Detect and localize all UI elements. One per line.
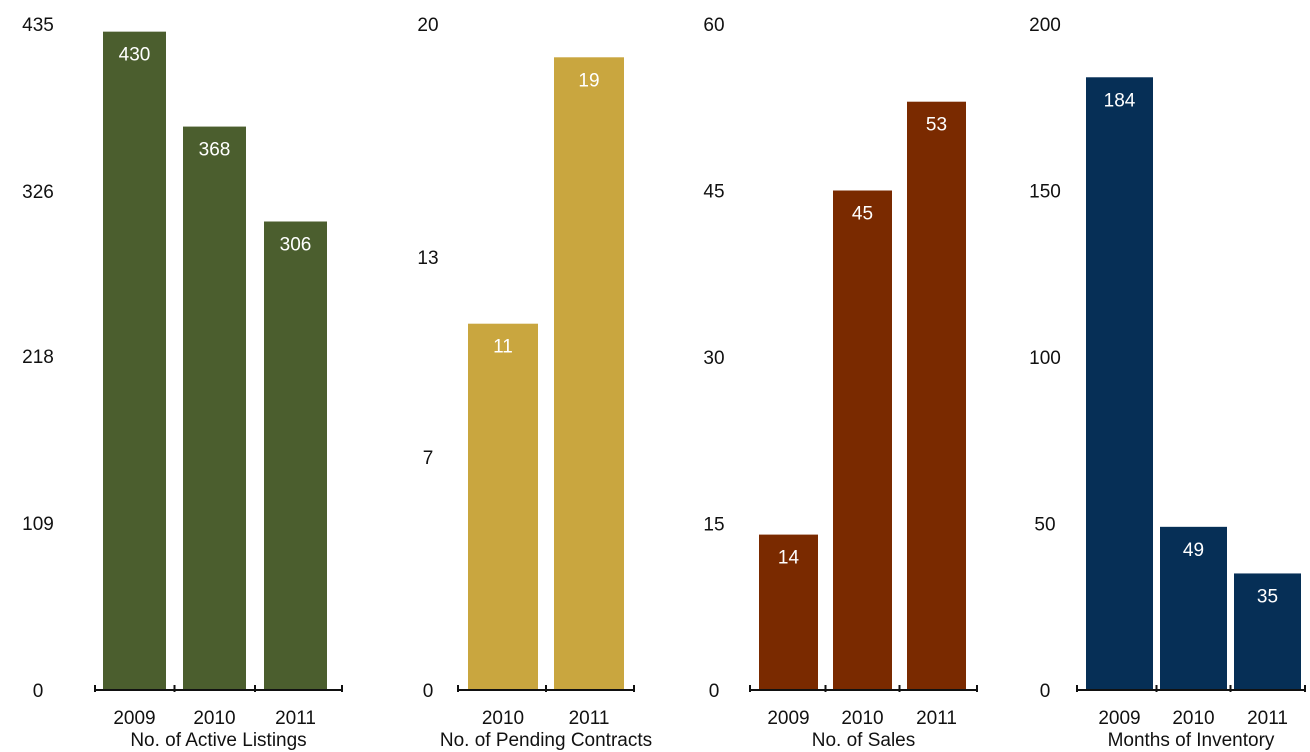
bar [907,101,966,690]
y-tick-label: 218 [22,347,54,368]
y-tick-label: 326 [22,182,54,203]
bar-value-label: 184 [1104,90,1136,111]
x-category-label: 2009 [1098,708,1140,729]
x-category-label: 2009 [113,708,155,729]
y-tick-label: 15 [703,515,724,536]
x-category-label: 2011 [916,708,957,729]
chart-title: Months of Inventory [1108,730,1275,751]
y-tick-label: 0 [423,681,434,702]
bar-value-label: 19 [578,70,599,91]
y-tick-label: 100 [1029,348,1061,369]
y-tick-label: 0 [1040,681,1051,702]
bar-value-label: 53 [926,115,947,136]
bar [554,57,624,691]
y-tick-label: 435 [22,15,54,36]
x-category-label: 2010 [482,708,524,729]
bar-value-label: 14 [778,548,800,569]
y-tick-label: 45 [703,182,724,203]
x-category-label: 2010 [1172,708,1214,729]
y-tick-label: 20 [417,15,438,36]
y-tick-label: 50 [1034,515,1055,536]
bar-value-label: 45 [852,204,873,225]
bar-value-label: 11 [493,337,513,358]
y-tick-label: 13 [417,248,438,269]
x-category-label: 2011 [275,708,316,729]
bar-value-label: 306 [280,235,312,256]
bar [103,31,166,691]
bar [1160,526,1227,690]
y-tick-label: 30 [703,348,724,369]
x-category-label: 2011 [569,708,610,729]
bar [1086,77,1153,690]
bar-value-label: 430 [119,45,151,66]
bar-value-label: 35 [1257,586,1278,607]
y-tick-label: 0 [33,681,44,702]
bar-value-label: 368 [199,140,231,161]
bar [468,323,538,690]
bar [183,126,246,691]
bar [759,534,818,690]
bar [1234,573,1301,690]
bar-value-label: 49 [1183,540,1204,561]
y-tick-label: 7 [423,448,434,469]
x-category-label: 2009 [767,708,809,729]
chart-title: No. of Active Listings [130,730,306,751]
chart-title: No. of Pending Contracts [440,730,652,751]
chart-title: No. of Sales [812,730,916,751]
x-category-label: 2010 [841,708,883,729]
y-tick-label: 150 [1029,182,1061,203]
y-tick-label: 109 [22,514,54,535]
x-category-label: 2010 [193,708,235,729]
y-tick-label: 0 [709,681,720,702]
y-tick-label: 200 [1029,15,1061,36]
bar [264,221,327,690]
bar [833,190,892,690]
x-category-label: 2011 [1247,708,1288,729]
y-tick-label: 60 [703,15,724,36]
